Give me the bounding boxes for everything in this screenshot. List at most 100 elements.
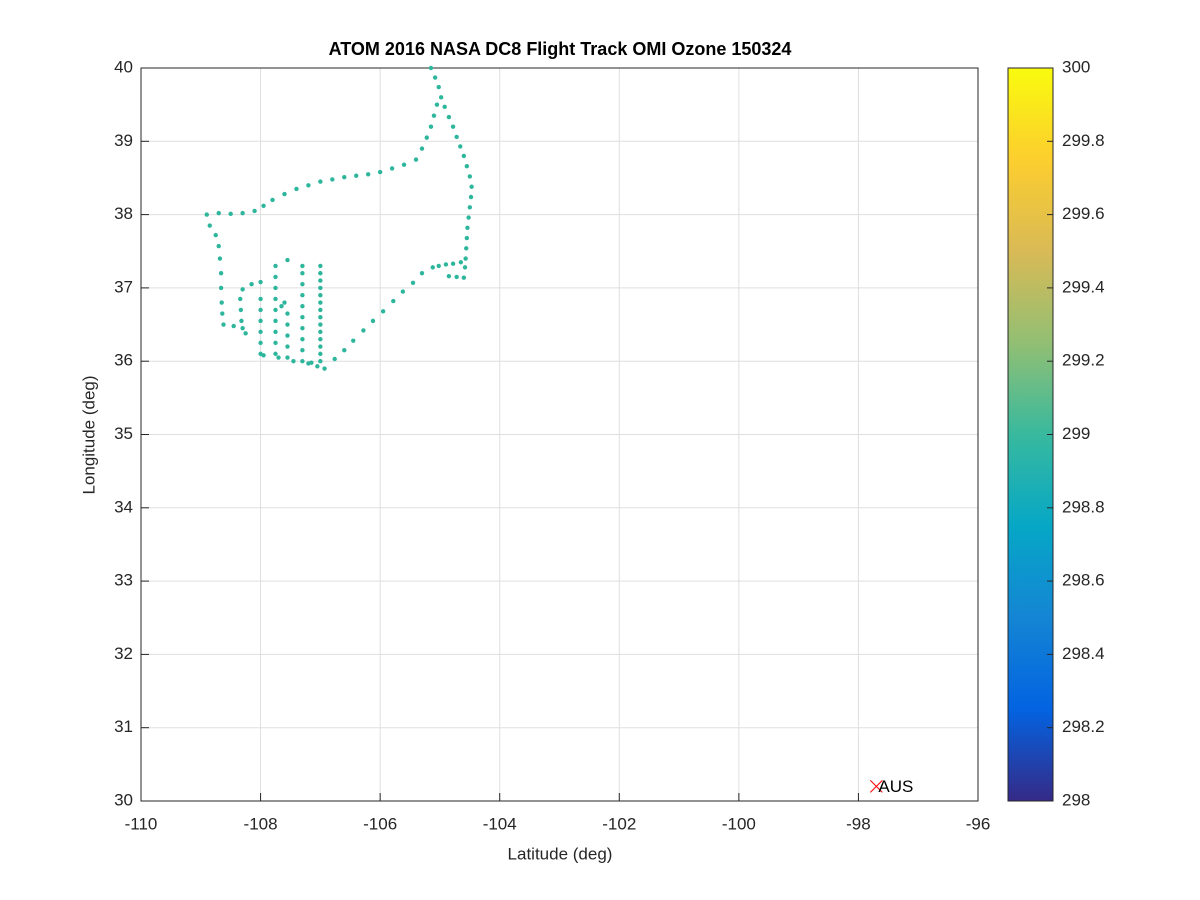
data-point xyxy=(458,144,463,149)
y-tick-label: 35 xyxy=(114,424,133,443)
data-point xyxy=(318,263,323,269)
data-point xyxy=(219,300,224,305)
data-point xyxy=(419,271,425,276)
data-point xyxy=(465,225,470,230)
y-tick-label: 40 xyxy=(114,57,133,76)
data-point xyxy=(410,280,416,285)
data-point xyxy=(204,212,209,217)
x-tick-label: -102 xyxy=(602,814,636,833)
data-point xyxy=(300,282,305,287)
data-point xyxy=(318,337,323,342)
data-point xyxy=(285,344,290,349)
data-point xyxy=(428,124,434,129)
data-point xyxy=(282,300,287,305)
data-point xyxy=(315,364,320,369)
x-tick-label: -108 xyxy=(244,814,278,833)
data-point xyxy=(318,315,323,320)
data-point xyxy=(240,210,245,216)
data-point xyxy=(351,338,356,343)
data-point xyxy=(273,329,278,335)
data-point xyxy=(380,309,386,314)
data-point xyxy=(258,307,263,313)
y-tick-label: 32 xyxy=(114,644,133,663)
data-point xyxy=(273,285,278,291)
data-point xyxy=(318,351,323,357)
data-point xyxy=(228,211,233,217)
data-point xyxy=(231,323,236,329)
data-point xyxy=(276,355,281,360)
data-point xyxy=(458,260,464,265)
data-point xyxy=(461,153,467,159)
y-tick-label: 30 xyxy=(114,790,133,809)
data-point xyxy=(273,340,278,346)
data-point xyxy=(213,232,218,238)
data-point xyxy=(454,134,459,140)
data-point xyxy=(261,203,266,209)
data-point xyxy=(300,337,305,342)
data-point xyxy=(207,223,212,228)
x-tick-label: -106 xyxy=(363,814,397,833)
data-point xyxy=(318,329,323,335)
data-point xyxy=(454,274,459,280)
data-point xyxy=(273,296,278,302)
data-point xyxy=(462,265,468,270)
data-point xyxy=(258,340,263,346)
colorbar xyxy=(1007,67,1054,802)
y-tick-label: 36 xyxy=(114,351,133,370)
data-point xyxy=(273,263,278,269)
y-tick-label: 33 xyxy=(114,571,133,590)
data-point xyxy=(424,135,429,140)
y-tick-label: 34 xyxy=(114,497,133,516)
data-point xyxy=(332,356,337,362)
colorbar-tick-label: 298.8 xyxy=(1062,497,1105,516)
data-point xyxy=(446,273,452,279)
data-point xyxy=(318,300,323,305)
data-point xyxy=(285,257,290,263)
data-point xyxy=(273,318,278,324)
colorbar-tick-label: 298.4 xyxy=(1062,644,1105,663)
data-point xyxy=(431,113,437,118)
data-point xyxy=(438,95,444,100)
colorbar-tick-label: 299.6 xyxy=(1062,204,1105,223)
data-point xyxy=(436,263,441,269)
x-tick-label: -104 xyxy=(483,814,517,833)
data-point xyxy=(258,279,263,285)
data-point xyxy=(306,183,311,188)
data-point xyxy=(391,298,396,304)
data-point xyxy=(258,296,263,302)
data-point xyxy=(318,322,323,327)
data-point xyxy=(279,304,284,309)
data-point xyxy=(419,146,425,151)
data-point xyxy=(217,256,223,261)
axes-box xyxy=(140,67,979,802)
data-point xyxy=(413,157,419,162)
data-point xyxy=(389,166,395,171)
y-tick-label: 39 xyxy=(114,131,133,150)
x-tick-label: -110 xyxy=(125,814,158,833)
data-point xyxy=(468,194,474,200)
data-point xyxy=(466,215,471,220)
data-point xyxy=(318,285,323,291)
x-tick-label: -100 xyxy=(722,814,756,833)
data-point xyxy=(450,124,456,129)
colorbar-tick-label: 298 xyxy=(1062,790,1090,809)
data-point xyxy=(450,261,456,266)
data-point xyxy=(300,293,305,298)
data-point xyxy=(430,265,435,270)
data-point xyxy=(243,331,248,336)
data-point xyxy=(221,322,226,327)
data-point xyxy=(239,318,244,324)
colorbar-tick-label: 299 xyxy=(1062,424,1090,443)
data-point xyxy=(300,348,305,353)
data-point xyxy=(446,114,452,120)
data-point xyxy=(258,318,263,324)
data-point xyxy=(318,179,323,184)
data-point xyxy=(432,75,438,80)
data-point xyxy=(469,184,474,189)
data-point xyxy=(463,256,468,261)
data-point xyxy=(285,333,290,338)
data-point xyxy=(467,174,473,179)
data-point xyxy=(270,197,275,203)
